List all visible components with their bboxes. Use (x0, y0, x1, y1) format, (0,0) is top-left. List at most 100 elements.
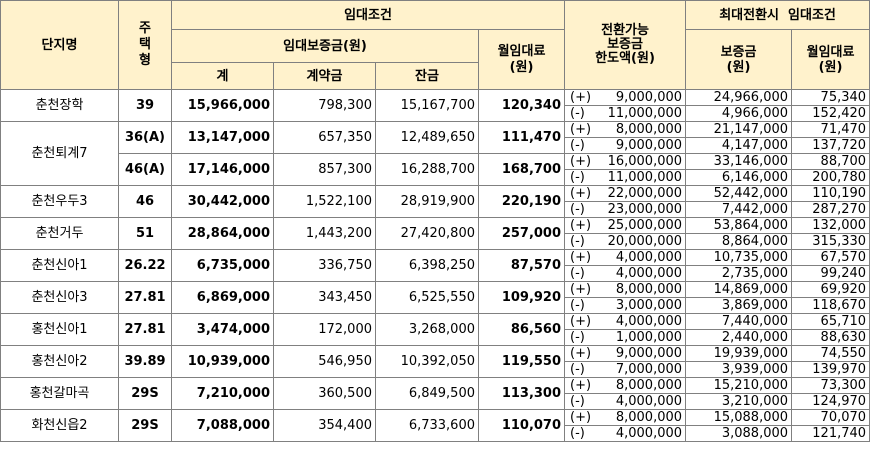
max-deposit-cell: 2,735,000 (685, 265, 793, 282)
convertible-amount-cell: (-) 4,000,000 (564, 425, 687, 442)
complex-name-cell: 홍천신아2 (0, 345, 119, 378)
table-body: 춘천장학 39 15,966,000 798,300 15,167,700 120,340… (0, 89, 870, 442)
conversion-amount: 8,000,000 (615, 121, 683, 137)
down-payment-cell: 546,950 (273, 345, 376, 378)
max-deposit-cell: 33,146,000 (685, 153, 793, 170)
header-max-deposit: 보증금 (원) (685, 29, 793, 90)
balance-cell: 15,167,700 (375, 89, 479, 122)
header-max-rent: 월임대료 (원) (791, 29, 870, 90)
conversion-amount: 16,000,000 (607, 153, 683, 169)
conversion-amount: 23,000,000 (607, 201, 683, 217)
max-deposit-cell: 15,088,000 (685, 409, 793, 426)
conversion-amount: 9,000,000 (615, 89, 683, 105)
down-payment-cell: 857,300 (273, 153, 376, 186)
house-type-cell: 26.22 (118, 249, 172, 282)
convertible-amount-cell: (-) 9,000,000 (564, 137, 687, 154)
balance-cell: 16,288,700 (375, 153, 479, 186)
monthly-rent-cell: 109,920 (477, 281, 566, 314)
deposit-total-cell: 10,939,000 (171, 345, 274, 378)
conversion-amount: 8,000,000 (615, 409, 683, 425)
max-rent-cell: 73,300 (791, 377, 870, 394)
conversion-sign: (+) (570, 345, 592, 361)
table-row: 화천신읍2 29S 7,088,000 354,400 6,733,600 110,070… (0, 409, 870, 442)
header-max-conversion: 최대전환시 임대조건 (685, 0, 870, 30)
conversion-amount: 20,000,000 (607, 233, 683, 249)
down-payment-cell: 360,500 (273, 377, 376, 410)
table-row: 홍천신아1 27.81 3,474,000 172,000 3,268,000 86,56… (0, 313, 870, 346)
max-rent-cell: 99,240 (791, 265, 870, 282)
table-row: 홍천신아2 39.89 10,939,000 546,950 10,392,050 119… (0, 345, 870, 378)
max-deposit-cell: 3,088,000 (685, 425, 793, 442)
complex-name-cell: 춘천신아1 (0, 249, 119, 282)
conversion-sign: (+) (570, 281, 592, 297)
house-type-cell: 39 (118, 89, 172, 122)
max-deposit-cell: 14,869,000 (685, 281, 793, 298)
convertible-amount-cell: (+) 8,000,000 (564, 121, 687, 138)
header-lease-terms: 임대조건 (170, 0, 566, 30)
conversion-sign: (+) (570, 313, 592, 329)
convertible-amount-cell: (+) 9,000,000 (564, 89, 687, 106)
max-rent-cell: 88,630 (791, 329, 870, 346)
conversion-amount: 11,000,000 (607, 105, 683, 121)
header-complex: 단지명 (0, 0, 119, 90)
max-rent-cell: 118,670 (791, 297, 870, 314)
max-deposit-cell: 4,966,000 (685, 105, 793, 122)
balance-cell: 27,420,800 (375, 217, 479, 250)
complex-name-cell: 화천신읍2 (0, 409, 119, 442)
conversion-sign: (+) (570, 185, 592, 201)
balance-cell: 6,849,500 (375, 377, 479, 410)
balance-cell: 12,489,650 (375, 121, 479, 154)
table-row: 춘천거두 51 28,864,000 1,443,200 27,420,800 257,0… (0, 217, 870, 250)
table-row: 춘천장학 39 15,966,000 798,300 15,167,700 120,340… (0, 89, 870, 122)
conversion-sign: (-) (570, 425, 585, 441)
deposit-total-cell: 30,442,000 (171, 185, 274, 218)
table-row-sub: (-) 1,000,000 2,440,000 88,630 (1, 329, 870, 346)
conversion-sign: (-) (570, 329, 585, 345)
conversion-amount: 3,000,000 (615, 297, 683, 313)
deposit-total-cell: 7,088,000 (171, 409, 274, 442)
convertible-amount-cell: (-) 20,000,000 (564, 233, 687, 250)
monthly-rent-cell: 168,700 (477, 153, 566, 186)
conversion-sign: (-) (570, 105, 585, 121)
conversion-sign: (-) (570, 233, 585, 249)
convertible-amount-cell: (+) 16,000,000 (564, 153, 687, 170)
max-rent-cell: 110,190 (791, 185, 870, 202)
max-deposit-cell: 7,440,000 (685, 313, 793, 330)
convertible-amount-cell: (-) 11,000,000 (564, 105, 687, 122)
convertible-amount-cell: (-) 3,000,000 (564, 297, 687, 314)
deposit-total-cell: 6,869,000 (171, 281, 274, 314)
header-monthly-rent: 월임대료 (원) (477, 29, 566, 90)
max-rent-cell: 121,740 (791, 425, 870, 442)
complex-name-cell: 춘천신아3 (0, 281, 119, 314)
house-type-cell: 27.81 (118, 313, 172, 346)
max-deposit-cell: 10,735,000 (685, 249, 793, 266)
table-row: 홍천갈마곡 29S 7,210,000 360,500 6,849,500 113,300… (0, 377, 870, 410)
max-rent-cell: 132,000 (791, 217, 870, 234)
convertible-amount-cell: (+) 8,000,000 (564, 281, 687, 298)
complex-name-cell: 홍천갈마곡 (0, 377, 119, 410)
conversion-amount: 9,000,000 (615, 137, 683, 153)
max-deposit-cell: 3,869,000 (685, 297, 793, 314)
house-type-cell: 46 (118, 185, 172, 218)
max-rent-cell: 71,470 (791, 121, 870, 138)
conversion-amount: 1,000,000 (615, 329, 683, 345)
monthly-rent-cell: 119,550 (477, 345, 566, 378)
down-payment-cell: 336,750 (273, 249, 376, 282)
max-rent-cell: 315,330 (791, 233, 870, 250)
conversion-sign: (+) (570, 153, 592, 169)
max-deposit-cell: 4,147,000 (685, 137, 793, 154)
conversion-amount: 25,000,000 (607, 217, 683, 233)
max-deposit-cell: 2,440,000 (685, 329, 793, 346)
convertible-amount-cell: (+) 9,000,000 (564, 345, 687, 362)
down-payment-cell: 1,522,100 (273, 185, 376, 218)
max-deposit-cell: 3,939,000 (685, 361, 793, 378)
table-row-sub: (-) 4,000,000 2,735,000 99,240 (1, 265, 870, 282)
conversion-sign: (+) (570, 89, 592, 105)
conversion-amount: 22,000,000 (607, 185, 683, 201)
deposit-total-cell: 6,735,000 (171, 249, 274, 282)
max-deposit-cell: 7,442,000 (685, 201, 793, 218)
table-row-sub: (-) 11,000,000 6,146,000 200,780 (1, 169, 870, 186)
convertible-amount-cell: (-) 7,000,000 (564, 361, 687, 378)
header-total: 계 (171, 62, 274, 90)
